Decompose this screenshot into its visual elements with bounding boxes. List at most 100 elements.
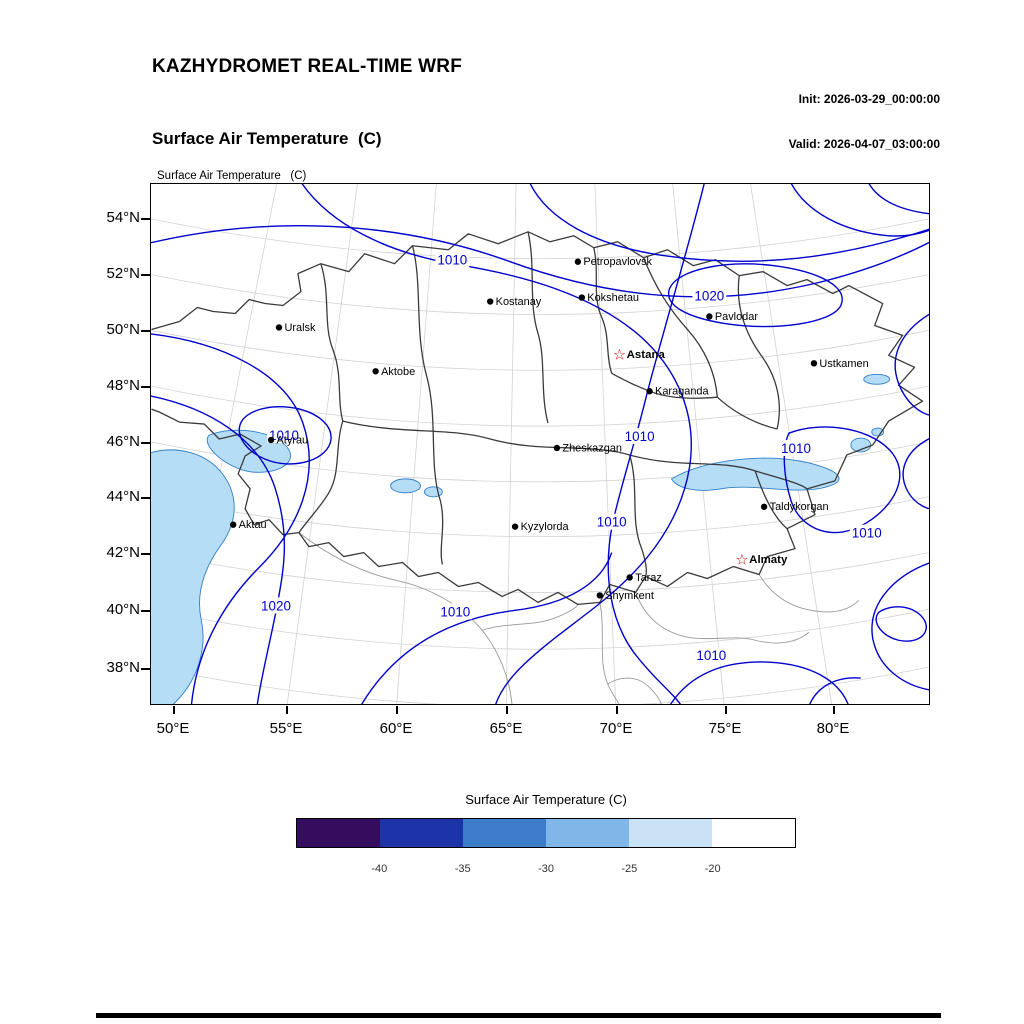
lat-tick-mark xyxy=(141,386,150,388)
city-label: Pavlodar xyxy=(715,311,759,323)
lon-tick-mark xyxy=(616,706,618,714)
isobar-label: 1010 xyxy=(625,429,655,444)
city-dot-icon xyxy=(229,521,237,528)
colorbar-title: Surface Air Temperature (C) xyxy=(465,792,627,807)
city-marker-uralsk: Uralsk xyxy=(275,322,316,334)
city-dot-icon xyxy=(275,324,283,331)
city-dot-icon xyxy=(706,313,713,320)
isobar-label: 1010 xyxy=(852,526,882,541)
city-marker-karaganda: Karaganda xyxy=(646,386,709,398)
city-dot-icon xyxy=(487,298,494,305)
colorbar-tick-label: -40 xyxy=(371,863,388,875)
colorbar-tick-label: -20 xyxy=(704,863,721,875)
city-marker-shymkent: Shymkent xyxy=(596,590,654,602)
lat-tick-label: 54°N xyxy=(106,209,140,226)
lat-tick-label: 42°N xyxy=(106,544,140,561)
map-frame: 1010 1020 1010 1010 1010 1010 1010 1020 1010 1010… xyxy=(150,183,930,705)
lon-tick-label: 50°E xyxy=(156,720,190,737)
city-dot-icon xyxy=(760,503,768,510)
foreign-borders xyxy=(298,532,860,704)
city-marker-petropavlovsk: Petropavlovsk xyxy=(574,256,653,268)
city-marker-kostanay: Kostanay xyxy=(487,296,542,308)
colorbar-segment xyxy=(629,819,712,847)
city-marker-aktau: Aktau xyxy=(229,519,267,531)
lon-tick-mark xyxy=(286,706,288,714)
lake-balkhash xyxy=(670,457,840,491)
water-bodies xyxy=(151,373,891,704)
isobar-label-bg xyxy=(849,524,884,541)
lat-tick-mark xyxy=(141,610,150,612)
isobar-label: 1010 xyxy=(781,441,811,456)
page-title: KAZHYDROMET REAL-TIME WRF xyxy=(152,56,463,77)
lat-tick-mark xyxy=(141,330,150,332)
lake-alakol xyxy=(850,437,872,453)
isobar-label-bg xyxy=(435,251,470,268)
lat-tick-label: 52°N xyxy=(106,265,140,282)
lake-zaysan xyxy=(863,373,891,385)
city-dot-icon xyxy=(511,523,519,530)
lat-tick-label: 44°N xyxy=(106,488,140,505)
city-label: Shymkent xyxy=(605,590,654,602)
city-label: Atyrau xyxy=(277,435,309,447)
city-label: Kokshetau xyxy=(587,292,639,304)
city-dot-icon xyxy=(267,436,275,444)
lat-tick-label: 40°N xyxy=(106,601,140,618)
city-dot-icon xyxy=(626,574,633,581)
capital-marker-almaty: ☆ Almaty xyxy=(735,551,788,569)
lon-tick-label: 65°E xyxy=(489,720,523,737)
city-marker-aktobe: Aktobe xyxy=(372,366,415,378)
capital-star-icon: ☆ xyxy=(613,345,626,363)
city-label: Astana xyxy=(627,349,666,361)
colorbar-segment xyxy=(712,819,795,847)
lat-tick-mark xyxy=(141,218,150,220)
kazakhstan-outline xyxy=(151,231,924,606)
colorbar-tick-label: -35 xyxy=(454,863,471,875)
city-label: Kyzylorda xyxy=(521,521,570,533)
lat-tick-mark xyxy=(141,497,150,499)
lat-tick-mark xyxy=(141,442,150,444)
lon-tick-label: 70°E xyxy=(599,720,633,737)
city-marker-ustkamen: Ustkamen xyxy=(810,358,869,370)
subtitle-temperature: Surface Air Temperature (C) xyxy=(152,129,382,148)
isobar-label-bg xyxy=(438,603,473,620)
isobar-contours xyxy=(151,184,929,704)
city-dot-icon xyxy=(596,592,603,599)
colorbar-tick-label: -25 xyxy=(621,863,638,875)
city-label: Taraz xyxy=(635,572,662,584)
aral-sea-east xyxy=(423,486,443,498)
isobar-label-bg xyxy=(622,428,657,444)
colorbar-segment xyxy=(546,819,629,847)
valid-time: Valid: 2026-04-07_03:00:00 xyxy=(788,137,940,151)
city-label: Karaganda xyxy=(655,386,709,398)
lon-tick-mark xyxy=(173,706,175,714)
footer-rule xyxy=(96,1013,941,1018)
city-label: Petropavlovsk xyxy=(583,256,652,268)
city-label: Ustkamen xyxy=(819,358,868,370)
city-label: Taldykorgan xyxy=(770,501,829,513)
city-marker-taldykorgan: Taldykorgan xyxy=(760,501,829,513)
colorbar-segment xyxy=(463,819,546,847)
isobar-label: 1010 xyxy=(696,648,726,663)
city-dot-icon xyxy=(553,444,561,452)
isobar-label: 1010 xyxy=(269,428,299,443)
city-marker-pavlodar: Pavlodar xyxy=(706,311,758,323)
isobar-label: 1010 xyxy=(597,515,627,530)
city-label: Kostanay xyxy=(496,296,542,308)
isobar-labels: 1010 1020 1010 1010 1010 1010 1010 1020 1010 1010 xyxy=(259,251,884,663)
city-marker-taraz: Taraz xyxy=(626,572,662,584)
lon-tick-mark xyxy=(506,706,508,714)
isobar-label: 1010 xyxy=(440,604,470,619)
city-dot-icon xyxy=(646,388,653,395)
field-label-temperature: Surface Air Temperature (C) xyxy=(157,170,307,182)
city-markers: Petropavlovsk Kostanay Kokshetau Pavlodar Ur… xyxy=(229,256,869,602)
colorbar-segment xyxy=(297,819,380,847)
lat-tick-label: 38°N xyxy=(106,659,140,676)
lon-tick-label: 60°E xyxy=(379,720,413,737)
init-time: Init: 2026-03-29_00:00:00 xyxy=(798,92,940,106)
city-dot-icon xyxy=(372,368,379,375)
isobar-label-bg xyxy=(259,597,293,614)
lat-tick-mark xyxy=(141,668,150,670)
city-dot-icon xyxy=(810,360,818,367)
